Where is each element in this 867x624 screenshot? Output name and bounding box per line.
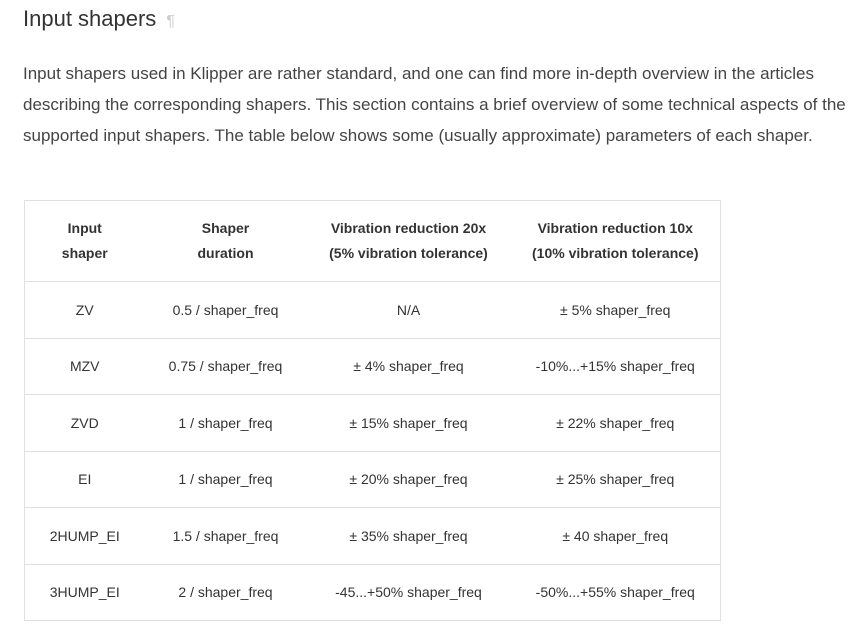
table-row: ZVD 1 / shaper_freq ± 15% shaper_freq ± 22%… <box>24 394 721 452</box>
table-cell: ZVD <box>24 394 145 452</box>
table-cell: ± 20% shaper_freq <box>306 451 511 508</box>
header-line: Vibration reduction 20x <box>330 220 487 236</box>
column-header: Shaper duration <box>144 200 307 282</box>
table-cell: N/A <box>306 281 511 339</box>
table-cell: ± 35% shaper_freq <box>306 507 511 565</box>
table-cell: EI <box>24 451 145 508</box>
table-cell: ± 22% shaper_freq <box>510 394 721 452</box>
header-line: (10% vibration tolerance) <box>532 245 699 261</box>
table-cell: 1.5 / shaper_freq <box>144 507 307 565</box>
table-cell: 2 / shaper_freq <box>144 564 307 621</box>
permalink-anchor[interactable]: ¶ <box>166 13 175 30</box>
table-cell: -45...+50% shaper_freq <box>306 564 511 621</box>
table-row: MZV 0.75 / shaper_freq ± 4% shaper_freq -10… <box>24 338 721 395</box>
table-cell: ZV <box>24 281 145 339</box>
table-cell: 1 / shaper_freq <box>144 451 307 508</box>
table-cell: 2HUMP_EI <box>24 507 145 565</box>
header-line: Shaper <box>201 220 250 236</box>
header-line: (5% vibration tolerance) <box>329 245 488 261</box>
table-row: EI 1 / shaper_freq ± 20% shaper_freq ± 25% … <box>24 451 721 508</box>
table-cell: 3HUMP_EI <box>24 564 145 621</box>
table-row: ZV 0.5 / shaper_freq N/A ± 5% shaper_freq <box>24 281 721 339</box>
table-cell: -50%...+55% shaper_freq <box>510 564 721 621</box>
table-cell: ± 4% shaper_freq <box>306 338 511 395</box>
column-header: Vibration reduction 10x (10% vibration to… <box>510 200 721 282</box>
header-line: duration <box>197 245 254 261</box>
table-cell: 1 / shaper_freq <box>144 394 307 452</box>
table-cell: 0.75 / shaper_freq <box>144 338 307 395</box>
shapers-table: Input shaper Shaper duration Vibration reduc… <box>24 200 721 621</box>
column-header: Input shaper <box>24 200 145 282</box>
heading-title: Input shapers <box>23 6 157 31</box>
table-cell: -10%...+15% shaper_freq <box>510 338 721 395</box>
intro-paragraph: Input shapers used in Klipper are rather… <box>23 64 846 145</box>
header-line: shaper <box>61 245 108 261</box>
table-cell: ± 25% shaper_freq <box>510 451 721 508</box>
table-row: 2HUMP_EI 1.5 / shaper_freq ± 35% shaper_fr… <box>24 507 721 565</box>
table-row: 3HUMP_EI 2 / shaper_freq -45...+50% shaper… <box>24 564 721 621</box>
table-cell: MZV <box>24 338 145 395</box>
table-cell: ± 5% shaper_freq <box>510 281 721 339</box>
table-cell: ± 15% shaper_freq <box>306 394 511 452</box>
table-cell: 0.5 / shaper_freq <box>144 281 307 339</box>
section-heading: Input shapers ¶ <box>23 6 175 32</box>
header-line: Input <box>67 220 102 236</box>
table-cell: ± 40 shaper_freq <box>510 507 721 565</box>
column-header: Vibration reduction 20x (5% vibration tol… <box>306 200 511 282</box>
header-line: Vibration reduction 10x <box>537 220 693 236</box>
table-header-row: Input shaper Shaper duration Vibration reduc… <box>24 200 721 282</box>
